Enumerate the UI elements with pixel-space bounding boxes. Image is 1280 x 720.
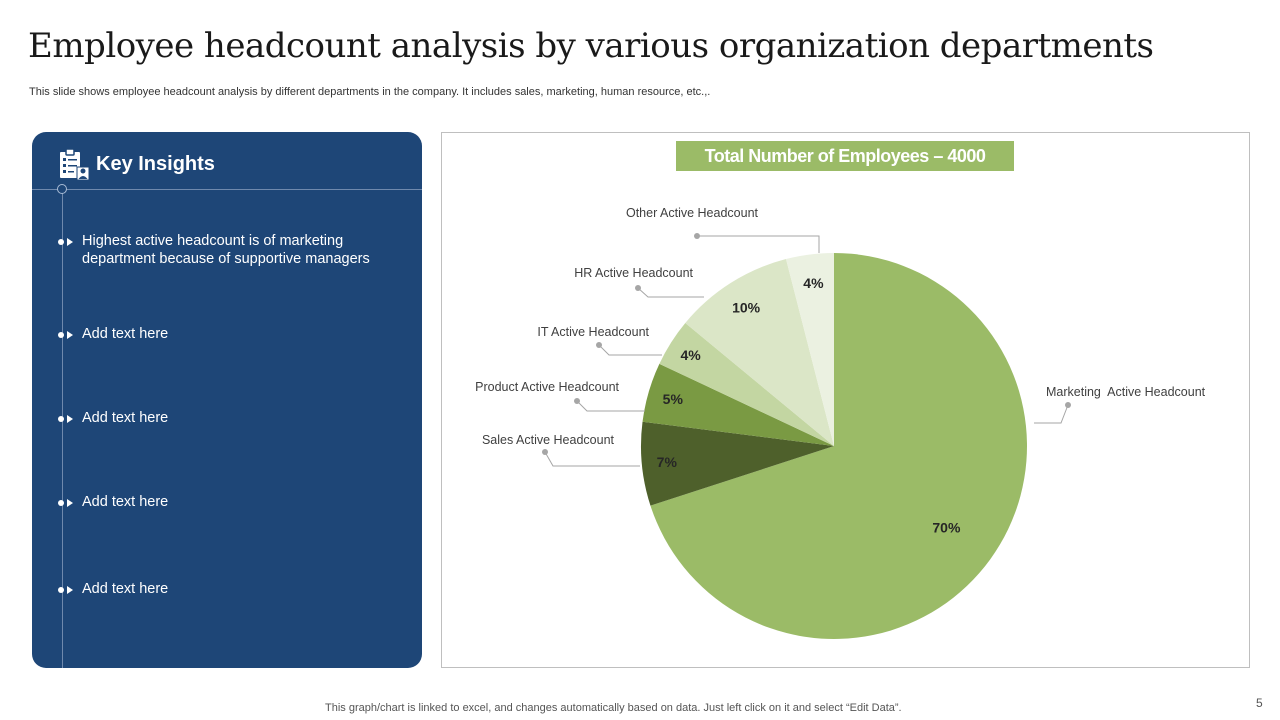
leader-dot <box>635 285 641 291</box>
pie-chart-container[interactable]: 70% Marketing Active Headcount 7% Sales Act… <box>441 132 1250 668</box>
slice-category-label: Marketing Active Headcount <box>1046 385 1206 399</box>
insight-text: Add text here <box>82 410 169 426</box>
bullet-arrow-icon <box>58 499 73 507</box>
chart-title-banner: Total Number of Employees – 4000 <box>676 141 1014 171</box>
leader-dot <box>574 398 580 404</box>
insight-text: Add text here <box>82 494 169 510</box>
pie-slice[interactable] <box>786 253 834 446</box>
slice-category-label: Other Active Headcount <box>626 206 759 220</box>
slice-percent-label: 10% <box>732 300 761 316</box>
slice-percent-label: 7% <box>657 454 678 470</box>
bullet-arrow-icon <box>58 586 73 594</box>
timeline-node <box>57 184 67 194</box>
leader-line <box>598 344 662 356</box>
leader-dot <box>596 342 602 348</box>
timeline-line <box>62 189 63 668</box>
pie-slice[interactable] <box>685 259 834 446</box>
insight-text: Add text here <box>82 326 169 342</box>
leader-dot <box>694 233 700 239</box>
key-insights-panel: Key Insights Highest active headcount is… <box>32 132 422 668</box>
key-insights-header: Key Insights <box>32 132 422 190</box>
slice-percent-label: 4% <box>680 347 701 363</box>
pie-slice[interactable] <box>640 421 834 506</box>
leader-line <box>1034 404 1069 424</box>
pie-slice[interactable] <box>659 322 834 446</box>
leader-line <box>637 287 704 298</box>
leader-dot <box>1065 402 1071 408</box>
clipboard-people-icon <box>60 148 90 181</box>
bullet-arrow-icon <box>58 331 73 339</box>
leader-line <box>697 235 820 253</box>
page-subtitle: This slide shows employee headcount anal… <box>29 86 711 98</box>
pie-slice[interactable] <box>650 253 1028 639</box>
bullet-arrow-icon <box>58 415 73 423</box>
slice-category-label: IT Active Headcount <box>537 325 649 339</box>
footer-note-text: This graph/chart is linked to excel, and… <box>325 702 902 714</box>
slice-percent-label: 4% <box>803 275 824 291</box>
bullet-arrow-icon <box>58 238 73 246</box>
page-number: 5 <box>1256 696 1263 710</box>
insight-text: Add text here <box>82 581 169 597</box>
slice-percent-label: 70% <box>932 520 961 536</box>
slice-category-label: Product Active Headcount <box>475 380 619 394</box>
leader-line <box>576 400 645 412</box>
leader-dot <box>542 449 548 455</box>
slice-category-label: Sales Active Headcount <box>482 433 615 447</box>
pie-slice[interactable] <box>642 363 834 446</box>
insight-text: Highest active headcount is of marketing… <box>82 233 370 267</box>
key-insights-title: Key Insights <box>96 153 215 175</box>
page-title: Employee headcount analysis by various o… <box>28 26 1154 66</box>
pie-chart: 70% Marketing Active Headcount 7% Sales Act… <box>475 206 1206 639</box>
slice-category-label: HR Active Headcount <box>574 266 693 280</box>
leader-line <box>544 451 640 467</box>
slice-percent-label: 5% <box>663 391 684 407</box>
